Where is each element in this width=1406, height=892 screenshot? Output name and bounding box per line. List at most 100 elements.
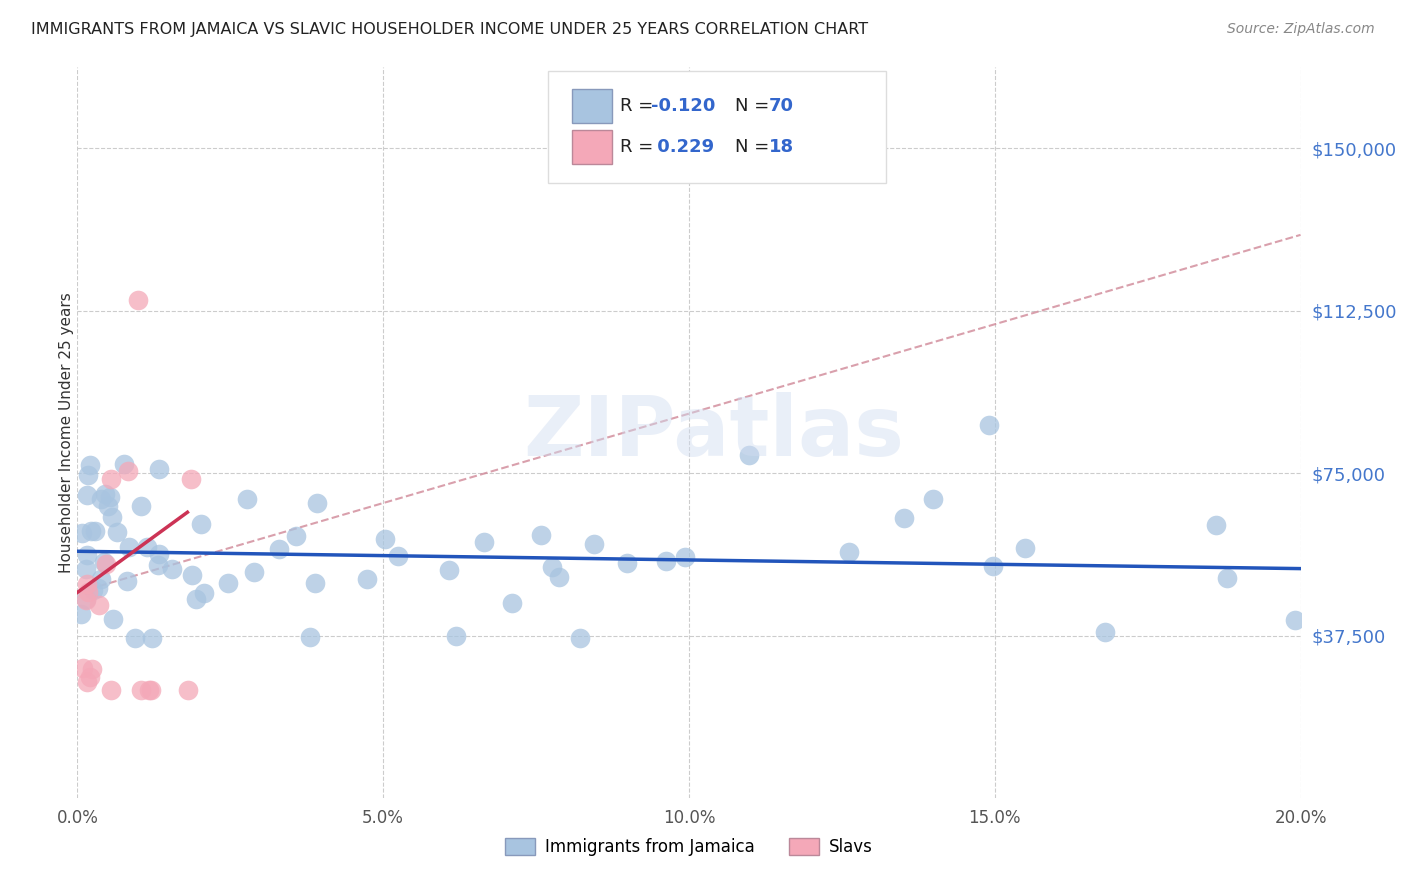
Text: R =: R = [620, 138, 659, 156]
Point [387, 549, 409, 563]
Point [77, 585, 100, 599]
Point [127, 293, 149, 307]
Text: R =: R = [620, 97, 659, 115]
Point [530, 528, 553, 542]
Point [655, 554, 678, 568]
Point [180, 472, 202, 486]
Point [235, 492, 257, 507]
Point [117, 464, 139, 478]
Point [79, 670, 101, 684]
Text: N =: N = [735, 97, 775, 115]
Point [243, 566, 266, 580]
Text: -0.120: -0.120 [651, 97, 716, 115]
Point [75, 591, 97, 606]
Y-axis label: Householder Income Under 25 years: Householder Income Under 25 years [59, 293, 73, 573]
Point [94, 486, 117, 500]
Point [90, 572, 112, 586]
Point [101, 612, 124, 626]
Point [136, 541, 159, 555]
Point [141, 631, 163, 645]
Point [616, 556, 638, 570]
Point [76, 468, 98, 483]
Point [921, 491, 943, 506]
Point [582, 537, 605, 551]
Point [186, 591, 208, 606]
Point [93, 555, 115, 569]
Point [70, 607, 93, 621]
Point [75, 562, 97, 576]
Point [118, 540, 141, 554]
Point [87, 598, 110, 612]
Point [675, 549, 697, 564]
Point [72, 525, 94, 540]
Point [444, 629, 467, 643]
Point [72, 661, 94, 675]
Point [129, 499, 152, 513]
Point [100, 472, 122, 486]
Legend: Immigrants from Jamaica, Slavs: Immigrants from Jamaica, Slavs [499, 831, 879, 863]
Point [146, 558, 169, 572]
Point [177, 683, 200, 698]
Point [1205, 518, 1227, 533]
Point [298, 630, 321, 644]
Point [193, 585, 215, 599]
Point [501, 596, 523, 610]
Text: N =: N = [735, 138, 775, 156]
Point [76, 488, 98, 502]
Point [285, 529, 308, 543]
Point [76, 549, 98, 563]
Point [148, 462, 170, 476]
Point [80, 662, 103, 676]
Text: 0.229: 0.229 [651, 138, 714, 156]
Point [181, 568, 204, 582]
Text: IMMIGRANTS FROM JAMAICA VS SLAVIC HOUSEHOLDER INCOME UNDER 25 YEARS CORRELATION : IMMIGRANTS FROM JAMAICA VS SLAVIC HOUSEH… [31, 22, 868, 37]
Point [76, 675, 98, 690]
Point [75, 593, 97, 607]
Point [94, 557, 117, 571]
Point [548, 570, 571, 584]
Point [472, 535, 495, 549]
Text: 18: 18 [769, 138, 794, 156]
Point [437, 563, 460, 577]
Text: Source: ZipAtlas.com: Source: ZipAtlas.com [1227, 22, 1375, 37]
Point [89, 492, 111, 507]
Point [217, 576, 239, 591]
Point [1216, 571, 1239, 585]
Point [304, 575, 326, 590]
Text: 70: 70 [769, 97, 794, 115]
Text: ZIPatlas: ZIPatlas [523, 392, 904, 473]
Point [356, 572, 378, 586]
Point [82, 582, 104, 597]
Point [79, 524, 101, 538]
Point [79, 458, 101, 472]
Point [84, 524, 107, 538]
Point [307, 496, 329, 510]
Point [540, 560, 562, 574]
Point [138, 683, 160, 698]
Point [101, 510, 124, 524]
Point [98, 490, 121, 504]
Point [141, 683, 163, 698]
Point [569, 631, 592, 645]
Point [87, 581, 110, 595]
Point [148, 548, 170, 562]
Point [131, 683, 153, 698]
Point [107, 524, 129, 539]
Point [838, 545, 860, 559]
Point [1284, 613, 1306, 627]
Point [738, 448, 761, 462]
Point [1094, 624, 1116, 639]
Point [893, 511, 915, 525]
Point [374, 532, 396, 546]
Point [160, 562, 183, 576]
Point [124, 631, 146, 645]
Point [981, 559, 1004, 574]
Point [97, 499, 120, 513]
Point [112, 457, 135, 471]
Point [100, 683, 122, 698]
Point [269, 541, 291, 556]
Point [115, 574, 138, 589]
Point [76, 577, 98, 591]
Point [1014, 541, 1036, 555]
Point [977, 418, 1000, 433]
